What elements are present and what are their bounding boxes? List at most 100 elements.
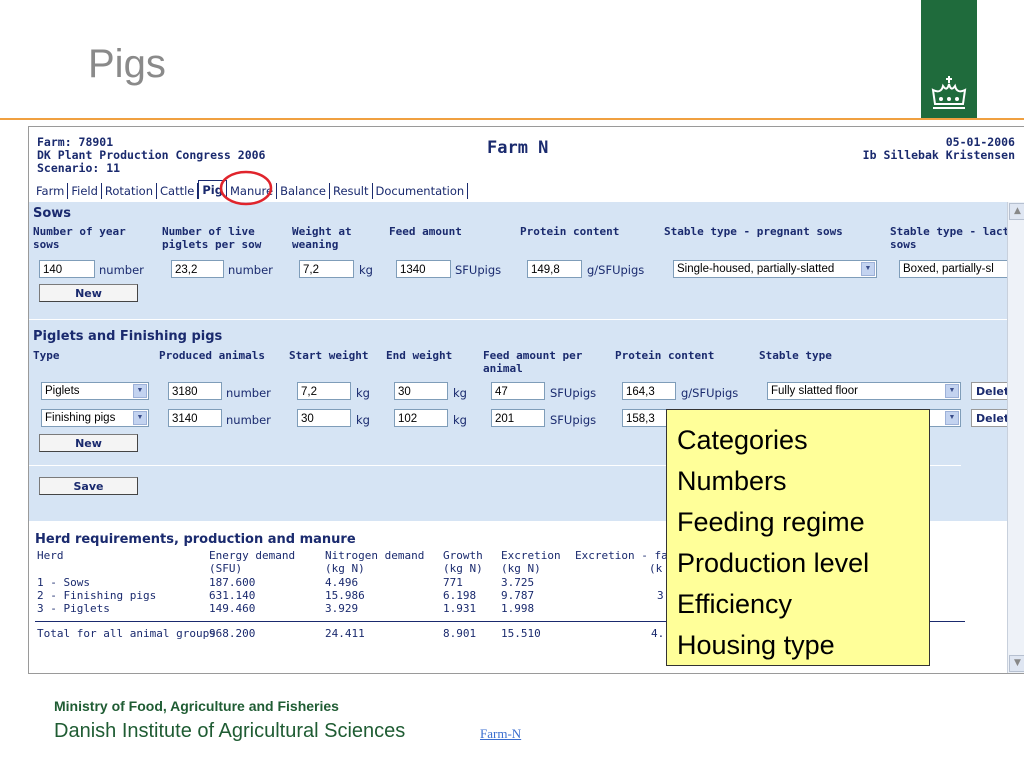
weaning-weight-input[interactable]: 7,2 [299,260,354,278]
tab-cattle[interactable]: Cattle [157,183,199,199]
tab-documentation[interactable]: Documentation [373,183,469,199]
callout-item: Production level [677,548,870,578]
end-weight-input[interactable]: 30 [394,382,448,400]
herd-row-label: 2 - Finishing pigs [37,589,157,602]
date-label: 05-01-2006 [945,135,1015,149]
herd-row-energy: 149.460 [209,602,256,615]
unit-label: kg [356,413,370,427]
herd-row-energy: 631.140 [209,589,256,602]
chevron-down-icon[interactable]: ▼ [133,384,147,398]
chevron-down-icon[interactable]: ▼ [945,411,959,425]
tab-pig[interactable]: Pig [198,180,227,199]
sows-section-title: Sows [33,206,72,221]
select-value: Fully slatted floor [771,385,858,397]
year-sows-input[interactable]: 140 [39,260,95,278]
tab-result[interactable]: Result [330,183,373,199]
callout-item: Efficiency [677,589,793,619]
feed-amount-input[interactable]: 201 [491,409,545,427]
callout-item: Feeding regime [677,507,865,537]
herd-col-energy-unit: (SFU) [209,562,243,575]
section-divider [29,465,961,466]
feed-amount-input[interactable]: 1340 [396,260,451,278]
stable-lacta-select[interactable]: Boxed, partially-sl [899,260,1009,278]
herd-row-label: 3 - Piglets [37,602,110,615]
select-value: Piglets [45,385,80,397]
herd-row-growth: 1.931 [443,602,477,615]
scroll-up-icon[interactable]: ▲ [1009,203,1024,220]
piglets-col-produced: Produced animals [159,349,265,362]
callout-item: Categories [677,425,808,455]
herd-row-excretion: 3.725 [501,576,535,589]
farm-n-link[interactable]: Farm-N [480,726,522,741]
scenario-label: Scenario: 11 [37,161,121,175]
sows-col-year-sows: Number of year sows [33,225,126,251]
unit-label: g/SFUpigs [681,386,739,400]
stable-type-select[interactable]: Fully slatted floor ▼ [767,382,961,400]
event-label: DK Plant Production Congress 2006 [37,148,266,162]
highlight-ellipse [219,170,273,206]
herd-col-herd: Herd [37,549,64,562]
unit-label: number [228,263,273,277]
piglets-col-end-weight: End weight [386,349,453,362]
unit-label: number [226,386,271,400]
new-pig-button[interactable]: New [39,434,138,452]
start-weight-input[interactable]: 7,2 [297,382,351,400]
produced-animals-input[interactable]: 3180 [168,382,222,400]
tab-field[interactable]: Field [68,183,102,199]
protein-content-input[interactable]: 164,3 [622,382,676,400]
unit-label: kg [359,263,373,277]
unit-label: SFUpigs [550,386,597,400]
piglets-col-type: Type [33,349,60,362]
select-value: Single-housed, partially-slatted [677,263,835,275]
crown-logo-icon [931,76,967,109]
piglets-col-stable: Stable type [759,349,832,362]
herd-row-label: 1 - Sows [37,576,90,589]
tab-balance[interactable]: Balance [277,183,330,199]
callout-item: Numbers [677,466,787,496]
total-divider [35,621,965,622]
tab-farm[interactable]: Farm [33,183,69,199]
sows-col-feed: Feed amount [389,225,462,238]
new-sow-button[interactable]: New [39,284,138,302]
end-weight-input[interactable]: 102 [394,409,448,427]
herd-col-nitrogen-unit: (kg N) [325,562,365,575]
chevron-down-icon[interactable]: ▼ [133,411,147,425]
herd-section-title: Herd requirements, production and manure [35,532,356,547]
animal-type-select[interactable]: Piglets ▼ [41,382,149,400]
sows-col-stable-lacta: Stable type - lacta sows [890,225,1016,251]
herd-row-excretion: 1.998 [501,602,535,615]
herd-col-growth: Growth [443,549,483,562]
tab-manure[interactable]: Manure [227,183,278,199]
scroll-down-icon[interactable]: ▼ [1009,655,1024,672]
feed-amount-input[interactable]: 47 [491,382,545,400]
unit-label: kg [453,413,467,427]
total-excretion-fac: 4. [651,627,665,640]
title-divider [0,118,1024,120]
herd-row-nitrogen: 4.496 [325,576,359,589]
tab-rotation[interactable]: Rotation [102,183,157,199]
sows-col-stable-pregnant: Stable type - pregnant sows [664,225,843,238]
delete-button[interactable]: Delet [971,382,1009,400]
unit-label: SFUpigs [455,263,502,277]
farm-label: Farm: 78901 [37,135,114,149]
unit-label: number [226,413,271,427]
footer-institute: Danish Institute of Agricultural Science… [54,720,406,742]
start-weight-input[interactable]: 30 [297,409,351,427]
stable-pregnant-select[interactable]: Single-housed, partially-slatted ▼ [673,260,877,278]
total-growth: 8.901 [443,627,477,640]
save-button[interactable]: Save [39,477,138,495]
piglets-col-feed: Feed amount per animal [483,349,583,375]
chevron-down-icon[interactable]: ▼ [945,384,959,398]
select-value: Boxed, partially-sl [903,263,994,275]
herd-row-excretion-fac: 3 [657,589,664,602]
delete-button[interactable]: Delet [971,409,1009,427]
protein-content-input[interactable]: 149,8 [527,260,582,278]
produced-animals-input[interactable]: 3140 [168,409,222,427]
footer-ministry: Ministry of Food, Agriculture and Fisher… [54,698,339,714]
chevron-down-icon[interactable]: ▼ [861,262,875,276]
vertical-scrollbar[interactable]: ▲ ▼ [1007,202,1024,673]
total-energy: 968.200 [209,627,256,640]
attribute-callout: Categories Numbers Feeding regime Produc… [666,409,930,666]
animal-type-select[interactable]: Finishing pigs ▼ [41,409,149,427]
piglets-per-sow-input[interactable]: 23,2 [171,260,224,278]
